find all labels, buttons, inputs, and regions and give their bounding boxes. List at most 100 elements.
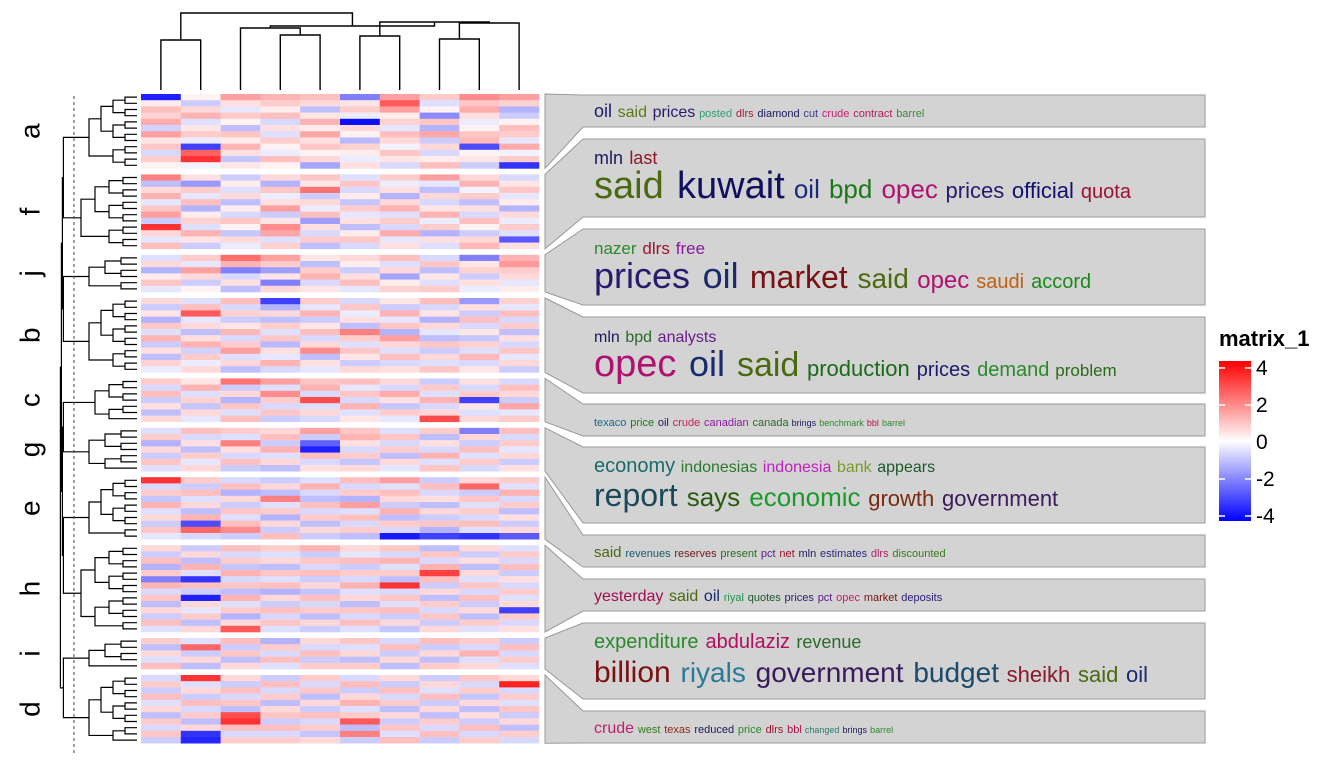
heatmap-cell [379, 502, 420, 509]
heatmap-cell [180, 594, 221, 602]
heatmap-cell [419, 508, 460, 515]
heatmap-cell [180, 588, 221, 596]
word-cloud-word: economy [594, 455, 675, 477]
heatmap-cell [499, 693, 540, 701]
heatmap-cell [180, 384, 221, 392]
heatmap-cell [220, 662, 261, 670]
word-cloud-word: revenue [796, 632, 861, 652]
heatmap-cell [379, 594, 420, 602]
word-cloud-word: government [756, 657, 904, 688]
dendrogram-branch [100, 686, 113, 713]
heatmap-cell [300, 545, 341, 552]
dendrogram-branch [120, 282, 137, 290]
heatmap-cell [300, 514, 341, 521]
heatmap-cell [459, 298, 500, 305]
heatmap-cell [180, 619, 221, 627]
word-cloud-word: prices [594, 255, 690, 296]
heatmap-cell [340, 588, 381, 596]
heatmap-cell [379, 409, 420, 416]
heatmap-cell [459, 403, 500, 410]
dendrogram-branch [124, 108, 137, 117]
heatmap-cell [499, 706, 540, 713]
heatmap-cell [419, 656, 460, 664]
heatmap-cell [419, 261, 460, 268]
heatmap-cell [260, 693, 301, 701]
heatmap-cell [300, 137, 341, 144]
heatmap-cell [459, 353, 500, 361]
heatmap-cell [499, 662, 540, 670]
heatmap-cell [459, 625, 500, 633]
heatmap-cell [300, 458, 341, 466]
heatmap-cell [499, 156, 540, 163]
heatmap-cell [180, 353, 221, 361]
heatmap-cell [220, 452, 261, 460]
heatmap-cell [459, 533, 500, 540]
heatmap-cell [459, 570, 500, 577]
heatmap-cell [340, 415, 381, 423]
heatmap-cell [220, 446, 261, 453]
heatmap-cell [379, 557, 420, 565]
heatmap-cell [180, 638, 221, 645]
heatmap-cell [260, 699, 301, 707]
heatmap-cell [499, 162, 540, 169]
heatmap-cell [340, 174, 381, 181]
heatmap-cell [220, 706, 261, 713]
word-cloud-word: texaco [594, 417, 626, 429]
heatmap-cell [340, 712, 381, 719]
heatmap-cell [419, 118, 460, 126]
heatmap-cell [141, 427, 182, 435]
heatmap-cell [419, 675, 460, 682]
heatmap-cell [141, 681, 182, 688]
heatmap-cell [180, 143, 221, 151]
heatmap-cell [419, 495, 460, 503]
heatmap-cell [300, 298, 341, 305]
word-cloud-word: oil [794, 174, 820, 204]
heatmap-cell [220, 681, 261, 688]
heatmap-cell [220, 477, 261, 484]
word-cloud-word: price [738, 724, 762, 736]
cluster-label: a [15, 123, 46, 139]
heatmap-cell [459, 149, 500, 157]
word-cloud-word: opec [881, 174, 937, 204]
word-cloud-word: estimates [820, 548, 868, 560]
heatmap-cell [260, 143, 301, 151]
heatmap-cell [141, 186, 182, 194]
heatmap-cell [141, 137, 182, 144]
heatmap-cell [419, 427, 460, 435]
word-cloud-word: contract [853, 108, 892, 120]
heatmap-cell [220, 594, 261, 602]
word-cloud-line: billion riyals government budget sheikh said o… [594, 656, 1148, 689]
heatmap-cell [459, 440, 500, 447]
heatmap-cell [459, 465, 500, 472]
heatmap-cell [141, 724, 182, 732]
heatmap-cell [141, 397, 182, 404]
heatmap-cell [141, 149, 182, 157]
heatmap-cell [340, 533, 381, 540]
word-cloud-word: revenues [625, 548, 671, 560]
heatmap-cell [141, 601, 182, 608]
heatmap-cell [499, 125, 540, 132]
heatmap-cell [419, 106, 460, 113]
heatmap-cell [340, 186, 381, 194]
heatmap-cell [499, 384, 540, 392]
heatmap-cell [141, 390, 182, 398]
legend-tick-label: 4 [1256, 357, 1268, 380]
heatmap-cell [180, 335, 221, 342]
heatmap-cell [180, 397, 221, 404]
heatmap-cell [419, 131, 460, 138]
dendrogram-branch [108, 180, 123, 194]
heatmap-cell [220, 236, 261, 243]
word-cloud-word: dlrs [642, 239, 669, 258]
heatmap-cell [141, 465, 182, 472]
word-cloud-panel [544, 622, 1206, 700]
heatmap-cell [459, 650, 500, 657]
word-cloud-word: oil [703, 255, 739, 296]
heatmap-cell [499, 601, 540, 608]
heatmap-cell [300, 304, 341, 311]
heatmap-cell [340, 520, 381, 528]
heatmap-cell [180, 156, 221, 163]
heatmap-cell [459, 508, 500, 515]
heatmap-cell [260, 112, 301, 120]
word-cloud-panel [544, 426, 1206, 524]
heatmap-cell [419, 329, 460, 336]
